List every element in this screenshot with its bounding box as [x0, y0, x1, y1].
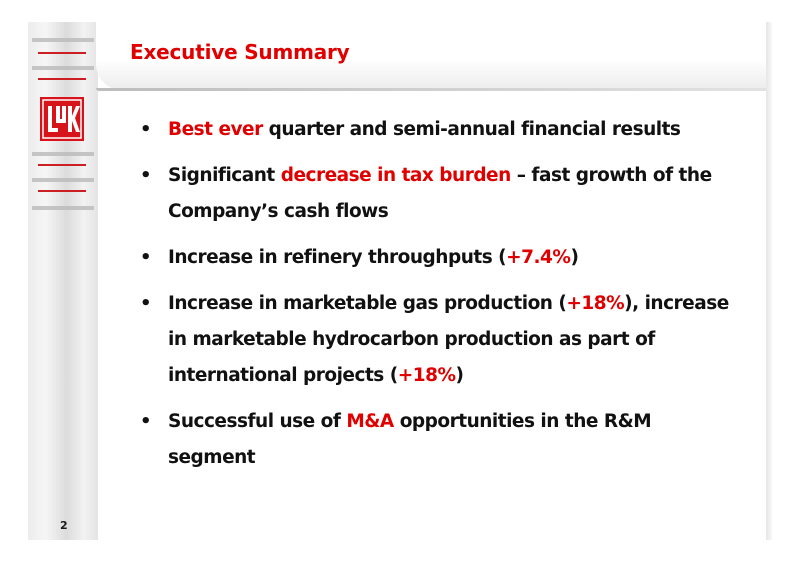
right-border	[766, 22, 772, 540]
bullet-item: • Significant decrease in tax burden – fa…	[140, 158, 730, 230]
bullet-text: Increase in marketable gas production (	[168, 293, 567, 314]
highlighted-text: +18%	[566, 293, 625, 314]
bullet-dot-icon: •	[140, 293, 152, 314]
bullet-text: – fast growth of the Company’s cash flow…	[168, 165, 712, 222]
bullet-text: opportunities in the R&M segment	[168, 411, 652, 468]
strip-red-line	[38, 190, 86, 192]
bullet-dot-icon: •	[140, 165, 152, 186]
strip-gray-band	[32, 152, 94, 156]
highlighted-text: Best ever	[168, 119, 263, 140]
highlighted-text: M&A	[346, 411, 394, 432]
strip-red-line	[38, 52, 86, 54]
strip-gray-band	[32, 38, 94, 42]
bullet-text: Successful use of	[168, 411, 347, 432]
bullet-item: • Successful use of M&A opportunities in …	[140, 404, 730, 476]
strip-red-line	[38, 78, 86, 80]
bullet-dot-icon: •	[140, 119, 152, 140]
lukoil-logo-icon	[40, 97, 84, 141]
strip-gray-band	[32, 206, 94, 210]
bullet-text: )	[570, 247, 579, 268]
bullet-dot-icon: •	[140, 247, 152, 268]
bullet-text: quarter and semi-annual financial result…	[262, 119, 681, 140]
strip-gray-band	[32, 178, 94, 182]
bullet-text: Increase in refinery throughputs (	[168, 247, 507, 268]
title-bar	[96, 22, 770, 90]
bullet-item: • Increase in marketable gas production (…	[140, 286, 730, 394]
highlighted-text: +18%	[397, 365, 456, 386]
bullet-text: )	[455, 365, 464, 386]
bullet-item: • Best ever quarter and semi-annual finan…	[140, 112, 730, 148]
slide-title: Executive Summary	[130, 40, 350, 64]
title-bar-shadow	[96, 88, 770, 91]
strip-gray-band	[32, 66, 94, 70]
bullet-text: Significant	[168, 165, 281, 186]
page-number: 2	[60, 519, 68, 532]
bullet-item: • Increase in refinery throughputs (+7.4%…	[140, 240, 730, 276]
highlighted-text: decrease in tax burden	[280, 165, 512, 186]
bullet-dot-icon: •	[140, 411, 152, 432]
bullet-list: • Best ever quarter and semi-annual finan…	[140, 112, 730, 486]
bullet-text: ), increase in marketable hydrocarbon pr…	[168, 293, 729, 386]
strip-red-line	[38, 164, 86, 166]
highlighted-text: +7.4%	[506, 247, 571, 268]
